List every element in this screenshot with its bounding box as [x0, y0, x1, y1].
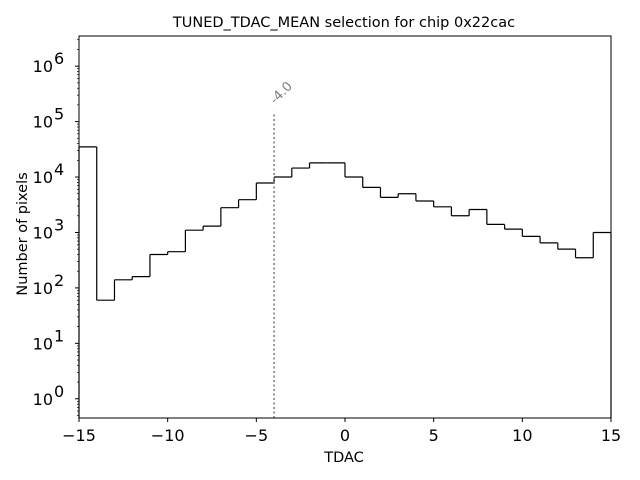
x-tick-label: 0 [340, 426, 350, 445]
axes-frame [78, 35, 612, 419]
y-tick-label: 10 [33, 390, 53, 409]
x-tick-label: −10 [151, 426, 185, 445]
x-tick-label: 15 [601, 426, 621, 445]
chart-title: TUNED_TDAC_MEAN selection for chip 0x22c… [172, 15, 515, 31]
y-tick-label: 10 [33, 334, 53, 353]
x-tick-label: 10 [512, 426, 532, 445]
y-tick-label: 10 [33, 113, 53, 132]
x-axis-label: TDAC [323, 450, 364, 466]
y-tick-exponent: 1 [54, 326, 64, 345]
y-axis-label: Number of pixels [15, 172, 31, 295]
marker-line-label: -4.0 [267, 79, 296, 108]
y-tick-exponent: 2 [54, 271, 64, 290]
x-tick-label: −5 [245, 426, 269, 445]
x-tick-label: −15 [62, 426, 96, 445]
y-tick-label: 10 [33, 168, 53, 187]
y-tick-exponent: 5 [54, 105, 64, 124]
y-tick-exponent: 6 [54, 49, 64, 68]
y-tick-label: 10 [33, 279, 53, 298]
y-tick-label: 10 [33, 57, 53, 76]
x-tick-label: 5 [429, 426, 439, 445]
y-tick-exponent: 0 [54, 382, 64, 401]
y-tick-exponent: 3 [54, 215, 64, 234]
y-tick-exponent: 4 [54, 160, 64, 179]
y-tick-label: 10 [33, 223, 53, 242]
